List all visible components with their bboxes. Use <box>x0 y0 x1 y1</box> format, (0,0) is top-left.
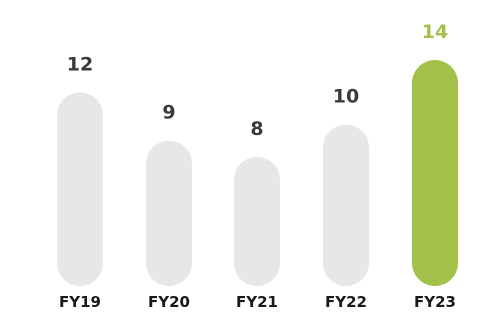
tick-label-fy21: FY21 <box>236 293 278 311</box>
tick-label-fy23: FY23 <box>414 293 456 311</box>
bar-fy23 <box>412 60 458 286</box>
value-label-fy22: 10 <box>333 86 359 108</box>
tick-label-fy20: FY20 <box>148 293 190 311</box>
tick-label-fy22: FY22 <box>325 293 367 311</box>
tick-label-fy19: FY19 <box>59 293 101 311</box>
bar-fy20 <box>146 140 192 286</box>
bars-group <box>57 60 458 286</box>
bar-fy19 <box>57 92 103 286</box>
bar-fy21 <box>234 156 280 286</box>
value-label-fy20: 9 <box>162 102 175 124</box>
tick-labels-group: FY19 FY20 FY21 FY22 FY23 <box>59 293 456 311</box>
value-label-fy21: 8 <box>250 118 263 140</box>
value-label-fy23: 14 <box>422 21 448 43</box>
value-labels-group: 12 9 8 10 14 <box>67 21 448 140</box>
value-label-fy19: 12 <box>67 53 93 75</box>
bar-fy22 <box>323 124 369 286</box>
